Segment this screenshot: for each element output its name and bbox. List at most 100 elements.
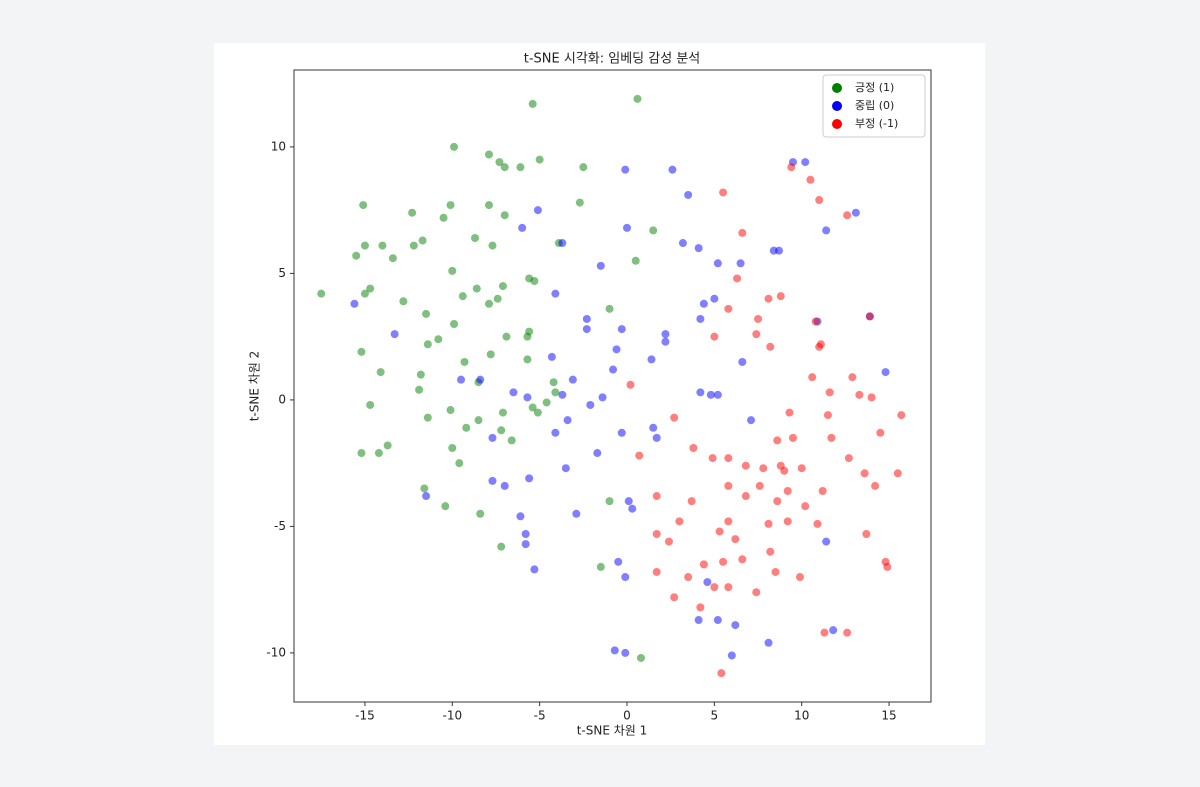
x-tick-label: 10 [794,709,809,723]
point [507,436,516,445]
legend-label: 중립 (0) [855,99,894,112]
point [710,332,719,341]
point [617,428,626,437]
point [818,486,827,495]
point [764,294,773,303]
point [388,254,397,263]
point [471,233,480,242]
x-tick-label: 5 [711,709,719,723]
point [605,497,614,506]
point [741,461,750,470]
point [317,289,326,298]
point [759,464,768,473]
point [881,368,890,377]
point [472,284,481,293]
point [827,433,836,442]
point [719,188,728,197]
point [696,388,705,397]
point [582,314,591,323]
point [446,201,455,210]
point [498,408,507,417]
point [551,388,560,397]
card [214,43,985,745]
point [497,426,506,435]
legend-marker [832,83,842,93]
point [719,557,728,566]
point [860,469,869,478]
y-tick-label: 5 [278,266,286,280]
point [551,289,560,298]
point [816,340,825,349]
point [785,408,794,417]
point [582,325,591,334]
point [865,312,874,321]
point [687,497,696,506]
point [766,547,775,556]
point [766,342,775,351]
point [495,158,504,167]
point [795,573,804,582]
point [523,393,532,402]
point [661,330,670,339]
point [684,573,693,582]
point [441,502,450,511]
point [409,241,418,250]
point [811,317,820,326]
point [530,277,539,286]
point [486,350,495,359]
point [752,330,761,339]
point [829,626,838,635]
legend-label: 부정 (-1) [855,117,898,130]
point [699,560,708,569]
point [783,486,792,495]
point [694,616,703,625]
point [764,638,773,647]
point [783,517,792,526]
point [366,284,375,293]
legend-label: 긍정 (1) [855,81,894,94]
y-tick-label: 10 [271,139,286,153]
point [614,557,623,566]
point [474,416,483,425]
point [360,241,369,250]
point [460,357,469,366]
point [855,390,864,399]
point [668,165,677,174]
point [518,223,527,232]
point [568,375,577,384]
point [521,530,530,539]
x-tick-label: 15 [881,709,896,723]
y-tick-label: 0 [278,392,286,406]
point [703,578,712,587]
point [422,309,431,318]
point [626,380,635,389]
point [422,492,431,501]
point [497,542,506,551]
point [575,198,584,207]
point [500,481,509,490]
point [652,530,661,539]
point [593,449,602,458]
point [775,246,784,255]
point [476,375,485,384]
point [771,567,780,576]
point [647,355,656,364]
point [876,428,885,437]
x-tick-label: -5 [534,709,546,723]
point [871,481,880,490]
point [724,454,733,463]
point [572,509,581,518]
point [867,393,876,402]
point [523,355,532,364]
point [530,565,539,574]
point [374,449,383,458]
point [755,481,764,490]
point [883,562,892,571]
point [851,208,860,217]
point [500,163,509,172]
point [862,530,871,539]
point [378,241,387,250]
point [822,537,831,546]
point [586,400,595,409]
point [542,398,551,407]
